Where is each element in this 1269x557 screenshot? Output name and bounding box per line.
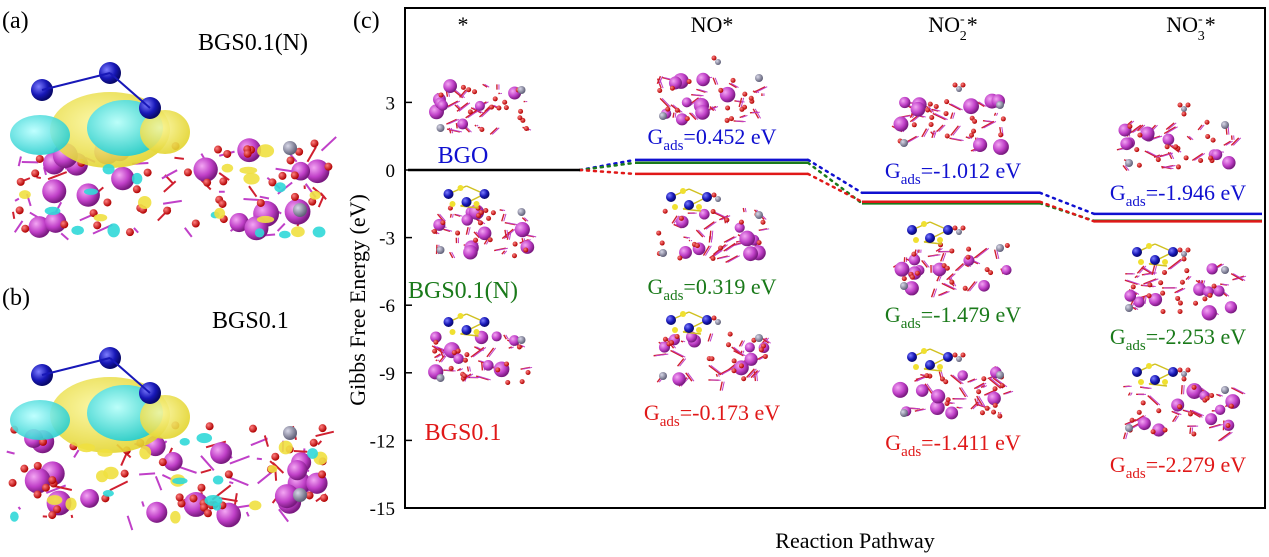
structure-thumbnail <box>892 348 1014 420</box>
y-tick-label: -9 <box>379 364 395 385</box>
category-label: NO-3* <box>1166 12 1215 44</box>
y-tick-label: -15 <box>370 499 395 520</box>
y-tick-label: 3 <box>386 93 396 114</box>
connector-BGO <box>1038 191 1096 216</box>
gads-label: Gads=0.452 eV <box>648 124 777 154</box>
gads-label: Gads=0.319 eV <box>648 274 777 304</box>
gads-label: Gads=-2.253 eV <box>1110 324 1246 354</box>
connector-BGS0.1 <box>1038 200 1096 223</box>
gads-label: Gads=-1.946 eV <box>1110 180 1246 210</box>
connector-BGS0.1 <box>578 168 637 176</box>
structure-thumbnail <box>431 185 537 260</box>
y-tick-label: -3 <box>379 229 395 250</box>
structure-thumbnail <box>1122 363 1246 442</box>
structure-thumbnail <box>1116 102 1242 171</box>
y-tick-label: -6 <box>379 296 395 317</box>
gads-label: Gads=-1.411 eV <box>885 430 1021 460</box>
structure-thumbnails <box>428 55 1247 442</box>
panel-a-label: (a) <box>2 8 29 34</box>
structure-thumbnail <box>656 55 768 126</box>
charge-density-image-b <box>6 347 335 531</box>
series-labels: BGO BGS0.1(N) BGS0.1 <box>408 143 518 446</box>
gads-label: Gads=-2.279 eV <box>1110 452 1246 482</box>
category-labels: * NO* NO-2* NO-3* <box>458 12 1216 44</box>
charge-density-image-a <box>10 62 337 241</box>
structure-thumbnail <box>891 82 1009 155</box>
connector-BGS0.1 <box>806 172 864 204</box>
series-label: BGS0.1(N) <box>408 278 518 304</box>
y-axis-label: Gibbs Free Energy (eV) <box>345 194 370 406</box>
structure-thumbnail <box>429 79 532 135</box>
category-label: NO* <box>691 12 734 37</box>
structure-thumbnail <box>656 188 770 263</box>
panel-a-title: BGS0.1(N) <box>198 30 308 56</box>
connector-lines <box>578 158 1096 223</box>
structure-thumbnail <box>1124 243 1247 321</box>
panel-b-label: (b) <box>2 285 30 311</box>
panel-c-label: (c) <box>353 8 380 34</box>
category-label: NO-2* <box>928 12 977 44</box>
gads-label: Gads=-0.173 eV <box>644 400 780 430</box>
y-axis: 3 0 -3 -6 -9 -12 -15 <box>370 93 412 520</box>
structure-thumbnail <box>428 313 533 385</box>
plot-frame <box>404 7 1266 509</box>
panel-b-title: BGS0.1 <box>212 308 289 334</box>
y-tick-label: 0 <box>386 161 396 182</box>
structure-thumbnail <box>892 221 1012 298</box>
energy-levels <box>408 158 1262 223</box>
series-label: BGO <box>438 143 489 169</box>
structure-thumbnail <box>653 311 771 391</box>
series-label: BGS0.1 <box>425 420 502 446</box>
gads-annotations: Gads=0.452 eV Gads=0.319 eV Gads=-0.173 eV… <box>644 124 1246 482</box>
connector-BGS0.1(N) <box>578 161 637 172</box>
x-axis-label: Reaction Pathway <box>775 528 934 553</box>
gads-label: Gads=-1.012 eV <box>885 158 1021 188</box>
gads-label: Gads=-1.479 eV <box>885 302 1021 332</box>
category-label: * <box>458 12 469 37</box>
y-tick-label: -12 <box>370 431 395 452</box>
